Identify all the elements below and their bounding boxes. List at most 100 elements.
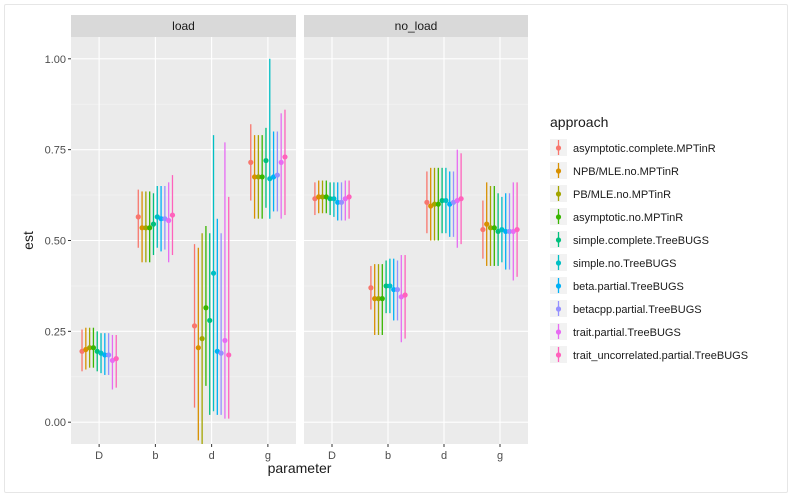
point-range-no-load-g-pb-mle-no-mptinr bbox=[487, 185, 494, 266]
estimate-point bbox=[484, 221, 490, 227]
point-range-no-load-b-asymptotic-no-mptinr bbox=[379, 264, 385, 335]
legend-label: beta.partial.TreeBUGS bbox=[573, 281, 684, 293]
point-range-no-load-b-betacpp-partial-treebugs bbox=[394, 260, 401, 321]
estimate-point bbox=[480, 226, 486, 233]
point-range-load-b-pb-mle-no-mptinr bbox=[143, 191, 149, 263]
point-range-no-load-d-betacpp-partial-treebugs bbox=[338, 182, 345, 221]
estimate-point bbox=[278, 159, 284, 165]
estimate-point bbox=[195, 345, 201, 351]
legend-label: asymptotic.complete.MPTinR bbox=[573, 143, 716, 155]
estimate-point bbox=[439, 197, 445, 204]
point-range-load-d-pb-mle-no-mptinr bbox=[199, 233, 205, 444]
estimate-point bbox=[248, 159, 254, 165]
estimate-point bbox=[169, 212, 176, 218]
point-range-load-d-trait-partial-treebugs bbox=[222, 142, 228, 419]
legend-item-npb-mle-no-mptinr: NPB/MLE.no.MPTinR bbox=[550, 162, 679, 179]
y-tick-label: 0.75 bbox=[45, 145, 66, 157]
estimate-point bbox=[435, 201, 441, 207]
legend-item-trait-uncorrelated-partial-treebugs: trait_uncorrelated.partial.TreeBUGS bbox=[550, 346, 748, 363]
point-range-no-load-b-npb-mle-no-mptinr bbox=[372, 264, 378, 335]
point-range-no-load-d-pb-mle-no-mptinr bbox=[431, 167, 438, 241]
estimate-point bbox=[394, 286, 401, 293]
estimate-point bbox=[87, 345, 93, 351]
legend-label: simple.no.TreeBUGS bbox=[573, 258, 677, 270]
point-range-no-load-b-beta-partial-treebugs bbox=[391, 258, 397, 321]
point-range-load-d-npb-mle-no-mptinr bbox=[195, 247, 201, 441]
legend-key-point bbox=[555, 260, 562, 266]
estimate-point bbox=[424, 199, 430, 205]
estimate-point bbox=[387, 283, 393, 289]
legend-key-point bbox=[555, 191, 562, 197]
estimate-point bbox=[226, 352, 232, 358]
point-range-load-d-asymptotic-no-mptinr bbox=[203, 225, 209, 386]
x-tick-label: d bbox=[209, 450, 215, 462]
point-range-load-d-simple-complete-treebugs bbox=[207, 233, 213, 415]
point-range-no-load-d-asymptotic-no-mptinr bbox=[435, 167, 441, 241]
estimate-point bbox=[375, 296, 382, 302]
legend-item-pb-mle-no-mptinr: PB/MLE.no.MPTinR bbox=[550, 185, 671, 202]
y-tick-label: 0.25 bbox=[45, 326, 66, 338]
point-range-no-load-d-simple-no-treebugs bbox=[443, 167, 449, 234]
estimate-point bbox=[331, 196, 337, 202]
estimate-point bbox=[166, 217, 172, 224]
legend-key-point bbox=[555, 168, 562, 174]
point-range-no-load-b-asymptotic-complete-mptinr bbox=[368, 265, 374, 310]
estimate-point bbox=[203, 305, 209, 311]
estimate-point bbox=[316, 194, 322, 200]
estimate-point bbox=[383, 283, 389, 289]
estimate-point bbox=[210, 270, 217, 276]
legend-label: simple.complete.TreeBUGS bbox=[573, 235, 709, 247]
estimate-point bbox=[191, 323, 198, 329]
estimate-point bbox=[514, 226, 520, 233]
point-range-load-d-beta-partial-treebugs bbox=[102, 333, 108, 375]
legend-label: betacpp.partial.TreeBUGS bbox=[573, 304, 702, 316]
estimate-point bbox=[207, 317, 213, 324]
legend-label: asymptotic.no.MPTinR bbox=[573, 212, 683, 224]
legend-item-asymptotic-no-mptinr: asymptotic.no.MPTinR bbox=[550, 208, 683, 225]
estimate-point bbox=[90, 345, 97, 351]
x-tick-label: d bbox=[441, 450, 447, 462]
estimate-point bbox=[503, 228, 509, 235]
y-axis-title: est bbox=[20, 231, 36, 250]
legend-key-point bbox=[555, 352, 562, 358]
point-range-no-load-b-simple-complete-treebugs bbox=[383, 260, 389, 314]
point-range-no-load-d-simple-no-treebugs bbox=[331, 182, 337, 217]
estimate-point bbox=[368, 285, 374, 291]
point-range-no-load-d-beta-partial-treebugs bbox=[335, 182, 341, 221]
estimate-point bbox=[372, 296, 378, 302]
point-range-no-load-d-trait-uncorrelated-partial-treebugs bbox=[346, 180, 352, 219]
facet-strip bbox=[304, 15, 528, 37]
point-range-no-load-d-npb-mle-no-mptinr bbox=[316, 180, 322, 214]
legend-item-betacpp-partial-treebugs: betacpp.partial.TreeBUGS bbox=[550, 300, 702, 317]
estimate-point bbox=[491, 225, 497, 231]
point-range-no-load-g-beta-partial-treebugs bbox=[503, 193, 509, 270]
estimate-point bbox=[150, 221, 157, 227]
legend-title: approach bbox=[550, 114, 608, 130]
point-range-no-load-d-simple-complete-treebugs bbox=[439, 167, 445, 234]
legend-item-trait-partial-treebugs: trait.partial.TreeBUGS bbox=[550, 323, 681, 340]
point-range-load-g-simple-complete-treebugs bbox=[263, 127, 269, 208]
point-range-load-d-betacpp-partial-treebugs bbox=[106, 333, 112, 375]
estimate-point bbox=[282, 154, 288, 160]
point-range-load-b-trait-uncorrelated-partial-treebugs bbox=[169, 175, 176, 256]
point-range-load-g-npb-mle-no-mptinr bbox=[251, 135, 258, 219]
legend-key-point bbox=[555, 145, 562, 151]
point-range-load-g-betacpp-partial-treebugs bbox=[274, 131, 280, 212]
legend-item-simple-complete-treebugs: simple.complete.TreeBUGS bbox=[550, 231, 709, 248]
point-range-load-b-trait-partial-treebugs bbox=[166, 182, 172, 263]
estimate-point bbox=[143, 225, 149, 231]
point-range-load-g-pb-mle-no-mptinr bbox=[255, 135, 261, 219]
estimate-point bbox=[431, 201, 438, 207]
point-range-no-load-b-trait-uncorrelated-partial-treebugs bbox=[402, 255, 408, 339]
legend-item-simple-no-treebugs: simple.no.TreeBUGS bbox=[550, 254, 677, 271]
estimate-point bbox=[391, 286, 397, 293]
point-range-load-d-asymptotic-complete-mptinr bbox=[191, 244, 198, 408]
legend-label: NPB/MLE.no.MPTinR bbox=[573, 166, 679, 178]
point-range-load-b-npb-mle-no-mptinr bbox=[139, 191, 145, 263]
estimate-point bbox=[102, 352, 108, 358]
legend-key-point bbox=[555, 283, 562, 289]
x-tick-label: D bbox=[95, 450, 103, 462]
point-range-load-b-beta-partial-treebugs bbox=[158, 185, 164, 252]
facet-strip bbox=[71, 15, 296, 37]
